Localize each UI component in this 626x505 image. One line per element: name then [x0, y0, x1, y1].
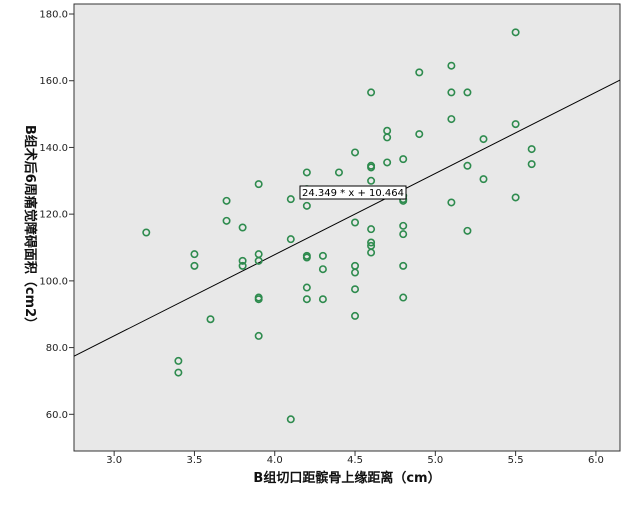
data-point [399, 221, 408, 230]
data-point [351, 148, 360, 157]
data-point [174, 368, 183, 377]
data-point [318, 295, 327, 304]
data-point [511, 120, 520, 129]
data-point [351, 268, 360, 277]
data-point [238, 256, 247, 265]
data-point [351, 311, 360, 320]
data-point [527, 145, 536, 154]
data-point [399, 261, 408, 270]
x-tick-label: 4.5 [347, 455, 363, 466]
data-point [447, 88, 456, 97]
y-tick-label: 180.0 [39, 10, 68, 21]
data-point [399, 155, 408, 164]
fit-line-group [74, 79, 620, 357]
data-point [479, 135, 488, 144]
regression-line [74, 79, 620, 357]
data-point [254, 295, 263, 304]
data-point [399, 230, 408, 239]
data-point [302, 168, 311, 177]
fit-equation-label: 24.349 * x + 10.464 [299, 185, 407, 200]
data-point [222, 216, 231, 225]
data-point [302, 201, 311, 210]
data-point [367, 163, 376, 172]
data-point [190, 261, 199, 270]
x-tick-label: 5.5 [508, 455, 524, 466]
data-point [286, 415, 295, 424]
x-tick-label: 5.0 [427, 455, 443, 466]
y-tick-label: 100.0 [39, 276, 68, 287]
data-point [238, 261, 247, 270]
data-point [286, 195, 295, 204]
data-point [463, 226, 472, 235]
x-tick-label: 6.0 [588, 455, 604, 466]
data-point [383, 158, 392, 167]
data-point [511, 28, 520, 37]
y-tick-label: 60.0 [46, 410, 68, 421]
x-axis-title: B组切口距髌骨上缘距离（cm） [253, 470, 440, 486]
data-point [302, 295, 311, 304]
data-point [447, 61, 456, 70]
axis-ticks: 3.0 3.5 4.0 4.5 5.0 5.5 6.0 60.0 80.0 100.0 120.0 1… [39, 10, 604, 466]
data-point [351, 218, 360, 227]
data-point [302, 283, 311, 292]
y-tick-label: 140.0 [39, 143, 68, 154]
data-point [511, 193, 520, 202]
data-point [318, 251, 327, 260]
data-point [174, 356, 183, 365]
data-point [479, 175, 488, 184]
data-point [463, 161, 472, 170]
y-tick-label: 120.0 [39, 210, 68, 221]
data-point [415, 130, 424, 139]
y-axis-title: B组术后6周痛觉障碍面积（cm2） [22, 125, 38, 330]
data-point [222, 196, 231, 205]
data-point [447, 115, 456, 124]
data-point [367, 248, 376, 257]
y-tick-label: 80.0 [46, 343, 68, 354]
data-point [142, 228, 151, 237]
data-point [286, 235, 295, 244]
data-point [399, 293, 408, 302]
data-point [367, 88, 376, 97]
fit-equation-text: 24.349 * x + 10.464 [302, 188, 404, 199]
data-point [206, 315, 215, 324]
data-point [190, 250, 199, 259]
data-point [254, 180, 263, 189]
data-point [318, 265, 327, 274]
data-point [527, 160, 536, 169]
x-tick-label: 3.5 [186, 455, 202, 466]
data-points [142, 28, 536, 424]
data-point [463, 88, 472, 97]
data-point [383, 133, 392, 142]
data-point [367, 176, 376, 185]
fit-equation-box [299, 185, 407, 200]
data-point [254, 331, 263, 340]
data-point [367, 238, 376, 247]
data-point [415, 68, 424, 77]
data-point [334, 168, 343, 177]
data-point [254, 256, 263, 265]
plot-area [73, 3, 621, 452]
y-tick-label: 160.0 [39, 76, 68, 87]
data-point [367, 225, 376, 234]
data-point [302, 253, 311, 262]
x-tick-label: 4.0 [267, 455, 283, 466]
data-point [447, 198, 456, 207]
data-point [238, 223, 247, 232]
x-tick-label: 3.0 [106, 455, 122, 466]
data-point [351, 285, 360, 294]
